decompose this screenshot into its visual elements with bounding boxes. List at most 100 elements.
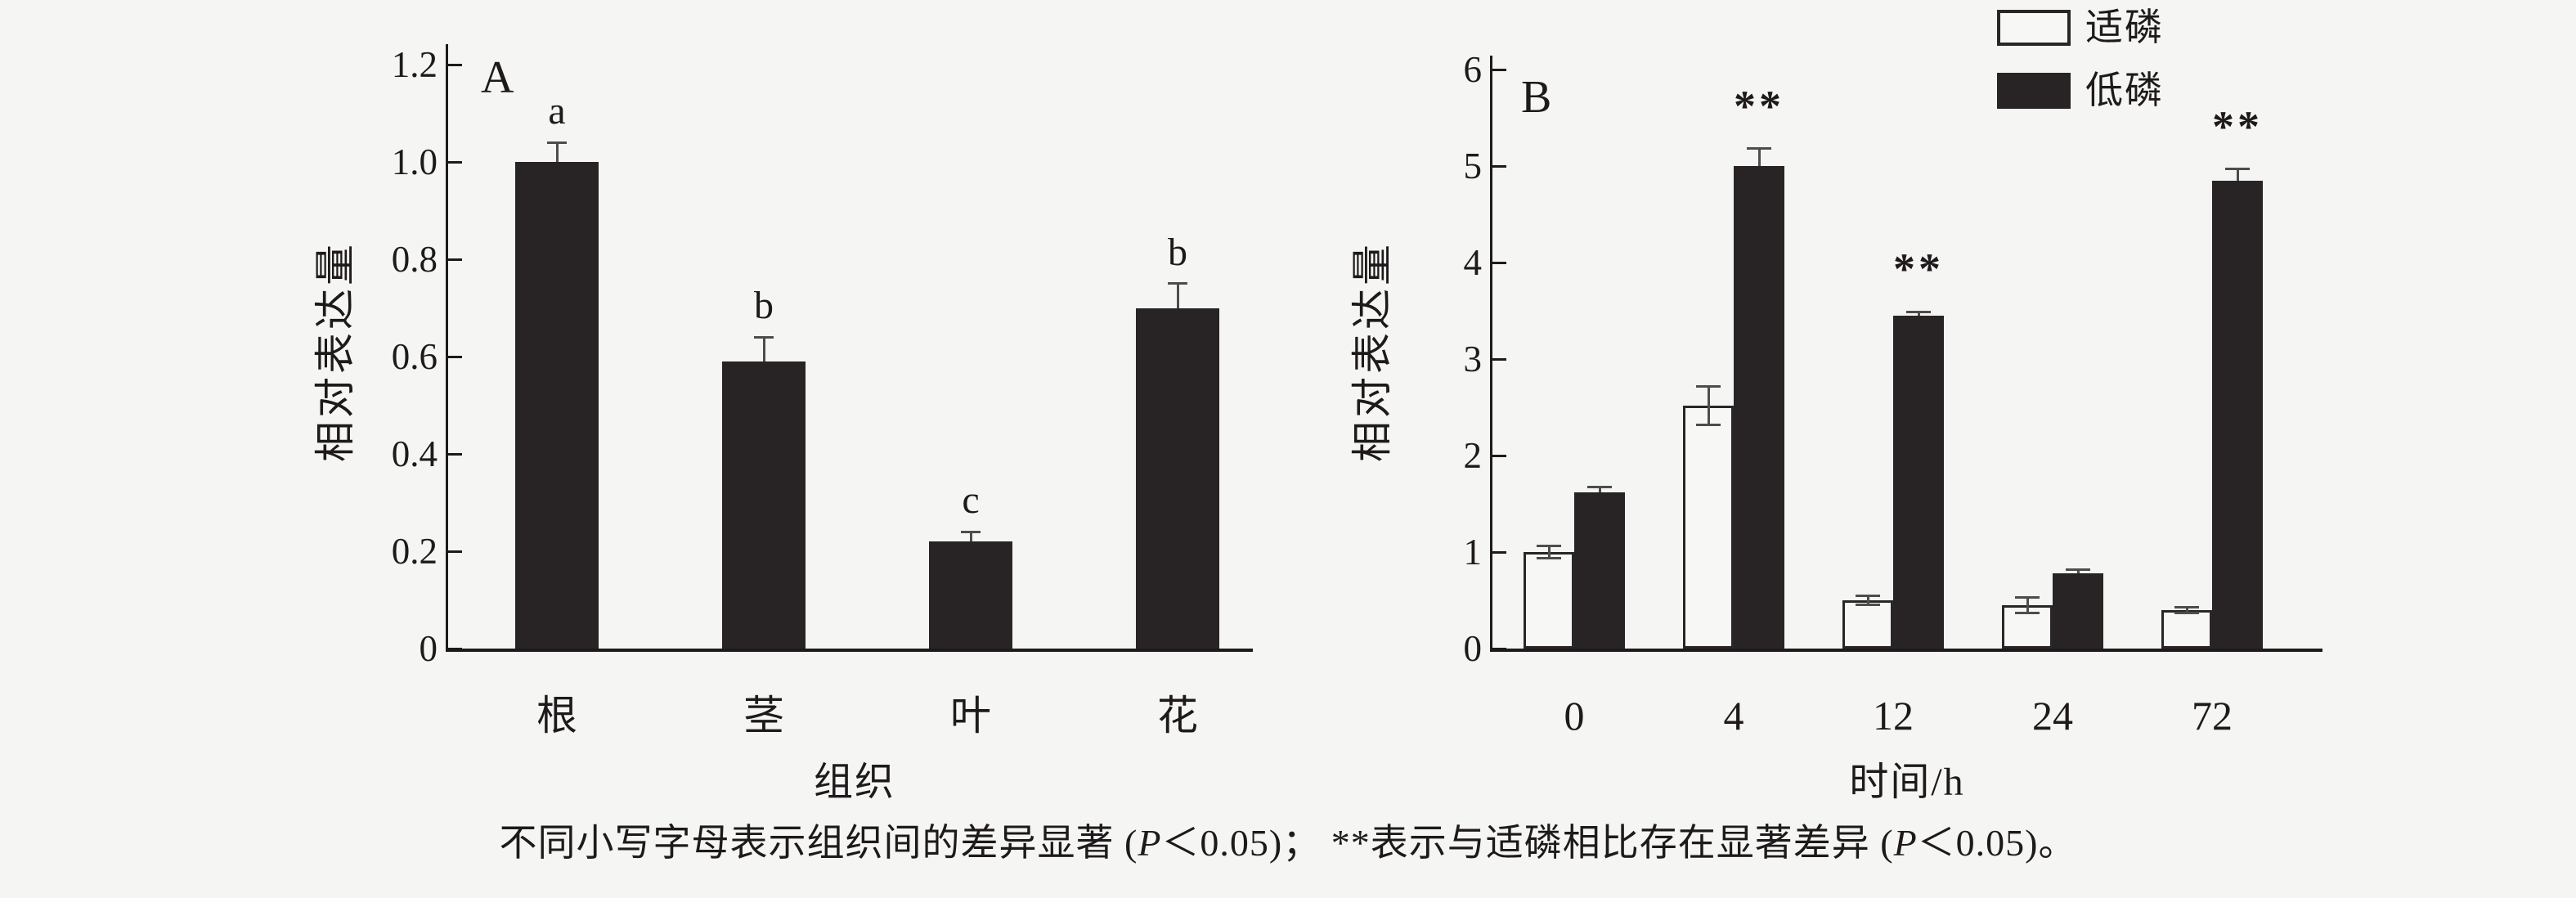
caption-p-italic-2: P [1893,822,1918,864]
panel-a-error-bar-cap [547,141,567,144]
panel-b-error-bar-cap [1587,486,1612,489]
panel-b-y-tick-label: 0 [1463,628,1483,669]
panel-b-sig-marker: ** [1893,245,1944,294]
panel-b-y-tick [1492,647,1506,650]
panel-a-letter: A [481,52,514,103]
panel-b-error-bar-cap [1537,556,1561,559]
panel-a-y-tick-label: 1.0 [391,141,438,182]
panel-a-y-tick [448,63,462,66]
panel-b-error-bar-cap [1856,604,1880,607]
panel-b-filled-bar-72h [2212,180,2263,649]
caption-text-2: ＜0.05)； **表示与适磷相比存在显著差异 ( [1161,822,1894,864]
panel-a-bar-茎 [722,361,806,649]
panel-b-filled-bar-12h [1893,315,1944,649]
panel-b-error-bar-cap [2015,595,2040,599]
panel-b-filled-bar-24h [2053,572,2103,649]
panel-b-x-tick-label: 12 [1873,693,1914,739]
legend-label-dilin: 低磷 [2085,70,2164,111]
panel-b-y-tick-label: 3 [1463,339,1483,379]
panel-a-sig-letter: b [1168,230,1187,274]
caption-text-3: ＜0.05)。 [1917,822,2077,864]
caption-text-1: 不同小写字母表示组织间的差异显著 ( [499,822,1138,864]
panel-b-error-bar-cap [1856,594,1880,597]
panel-a-error-bar-cap [961,530,981,533]
panel-b-error-bar-cap [2174,611,2199,614]
panel-b-error-bar-cap [2015,611,2040,614]
panel-b-error-bar-cap [1696,423,1721,426]
panel-b-y-tick-label: 6 [1463,49,1483,90]
panel-b-y-tick [1492,357,1506,361]
panel-a-y-axis [446,44,448,652]
panel-b-y-axis [1490,56,1492,652]
legend-item-dilin: 低磷 [1997,71,2164,110]
panel-a-bar-花 [1136,308,1219,649]
panel-b-x-tick-label: 0 [1564,693,1585,739]
panel-a-y-tick-label: 0.6 [391,336,438,377]
panel-b-y-tick [1492,550,1506,554]
panel-a-error-bar [969,532,972,542]
panel-a-error-bar [762,337,765,361]
legend-label-shilin: 适磷 [2085,7,2164,48]
panel-b-y-tick-label: 2 [1463,435,1483,476]
panel-b-error-bar-cap [1696,384,1721,388]
panel-b-x-axis-title: 时间/h [1849,761,1965,804]
panel-b-sig-marker: ** [1734,81,1784,131]
panel-a-y-tick-label: 0 [419,628,438,669]
panel-b-open-bar-12h [1842,600,1893,649]
panel-a-error-bar-cap [754,335,774,339]
panel-b-open-bar-72h [2161,609,2212,649]
panel-a-error-bar [1176,283,1179,308]
panel-b-error-bar [1866,595,1869,605]
panel-b-y-tick [1492,261,1506,264]
panel-a-y-tick-label: 1.2 [391,44,438,85]
panel-b-error-bar-cap [1906,310,1931,313]
panel-b-error-bar-cap [2174,605,2199,608]
panel-a-x-axis-title: 组织 [813,761,895,804]
panel-a-x-tick-label: 根 [536,693,577,739]
panel-b-error-bar [2236,168,2239,181]
panel-a-bar-叶 [929,541,1012,649]
panel-b-open-bar-4h [1683,405,1734,649]
panel-b-x-tick-label: 4 [1723,693,1744,739]
panel-b-error-bar [1757,148,1761,166]
panel-a-y-tick [448,355,462,358]
panel-b-sig-marker: ** [2212,101,2263,151]
filled-bar-swatch-icon [1997,73,2071,109]
panel-b-error-bar [2185,607,2188,613]
panel-b-y-tick-label: 5 [1463,146,1483,186]
panel-b-error-bar [2026,597,2029,613]
panel-b-error-bar [1598,487,1601,492]
panel-a-sig-letter: b [754,284,774,328]
panel-a-x-tick-label: 叶 [950,693,991,739]
panel-a-bar-根 [515,162,599,649]
panel-b-error-bar-cap [1747,147,1771,150]
panel-a-error-bar [555,142,559,162]
open-bar-swatch-icon [1997,10,2071,46]
panel-a-y-tick-label: 0.8 [391,239,438,280]
panel-b-filled-bar-4h [1734,166,1784,649]
panel-b-y-tick [1492,164,1506,168]
panel-b-y-tick [1492,454,1506,457]
panel-b-letter: B [1521,72,1552,123]
figure-caption: 不同小写字母表示组织间的差异显著 (P＜0.05)； **表示与适磷相比存在显著… [0,816,2576,870]
legend: 适磷 低磷 [1997,8,2164,134]
panel-b-error-bar-cap [2066,568,2090,571]
panel-a-x-tick-label: 花 [1157,693,1198,739]
panel-b-error-bar-cap [1537,545,1561,548]
panel-b-error-bar [1917,312,1920,316]
caption-p-italic-1: P [1138,822,1162,864]
panel-b-error-bar [2076,569,2080,573]
panel-b-x-tick-label: 72 [2192,693,2233,739]
panel-a-y-tick [448,647,462,650]
panel-a-y-tick [448,258,462,261]
panel-b-y-tick [1492,68,1506,71]
panel-a-sig-letter: a [548,89,566,133]
panel-b-y-tick-label: 4 [1463,242,1483,283]
panel-a-x-tick-label: 茎 [743,693,784,739]
panel-b-x-axis [1490,649,2322,652]
panel-b-y-tick-label: 1 [1463,532,1483,572]
panel-b-open-bar-0h [1524,552,1574,649]
panel-b-error-bar [1547,546,1551,559]
legend-item-shilin: 适磷 [1997,8,2164,47]
